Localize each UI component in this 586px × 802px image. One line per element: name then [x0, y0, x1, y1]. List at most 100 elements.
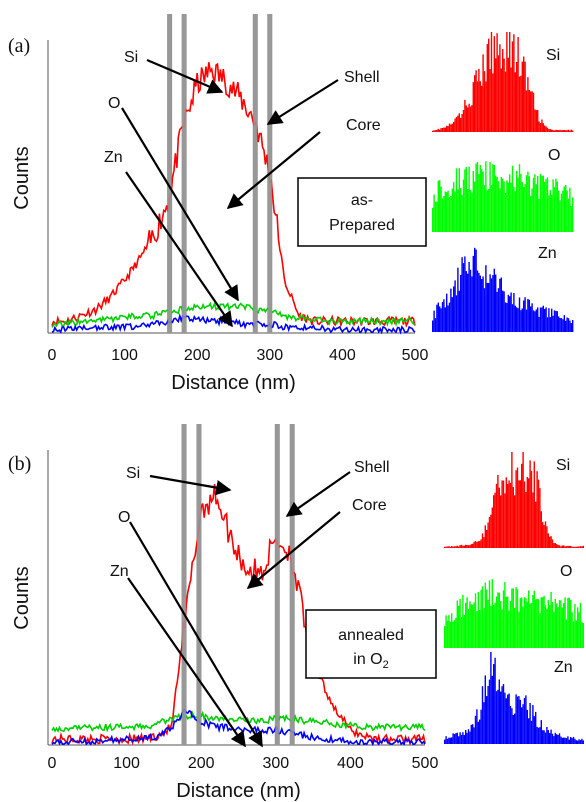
inset-bar [570, 129, 572, 132]
inset-bar [567, 318, 570, 332]
inset-bar [471, 105, 473, 132]
inset-bar [562, 129, 564, 132]
inset-bar [480, 589, 482, 648]
inset-bar [535, 711, 537, 744]
inset-bar [446, 738, 449, 744]
inset-bar [515, 587, 517, 648]
inset-bar [566, 190, 568, 232]
inset-bar [532, 177, 535, 232]
x-tick-label: 400 [337, 755, 364, 772]
inset-bar [445, 736, 447, 744]
inset-bar [516, 61, 518, 132]
inset-bar [516, 696, 519, 744]
inset-bar [432, 207, 434, 232]
inset-bar [559, 318, 561, 332]
inset-bar [453, 620, 456, 648]
inset-bar [448, 737, 450, 744]
inset-bar [517, 308, 519, 332]
inset-bar [473, 727, 475, 744]
inset-bar [530, 720, 533, 744]
x-tick-label: 500 [412, 755, 439, 772]
inset-bar [520, 310, 522, 332]
inset-bar [560, 600, 562, 648]
inset-bar [469, 731, 471, 744]
inset-bar [460, 117, 462, 132]
inset-bar [568, 546, 570, 548]
inset-label-zn: Zn [538, 245, 557, 262]
inset-bar [451, 123, 453, 132]
inset-bar [471, 276, 473, 332]
inset-bar [492, 275, 494, 332]
inset-bar [485, 265, 487, 332]
inset-zn: Zn [432, 245, 574, 332]
inset-bar [454, 191, 456, 232]
x-tick-label: 100 [111, 347, 138, 364]
inset-bar [526, 709, 528, 744]
inset-bar [558, 733, 561, 744]
inset-bar [557, 607, 559, 648]
inset-bar [569, 320, 571, 332]
inset-bar [495, 691, 498, 744]
inset-bar [535, 110, 537, 132]
inset-bar [553, 736, 555, 744]
inset-bar [441, 301, 444, 332]
inset-bar [512, 487, 514, 548]
inset-bar [489, 274, 491, 332]
y-axis-label: Counts [11, 566, 33, 629]
inset-bar [494, 657, 496, 744]
inset-bar [560, 193, 563, 232]
inset-bar [532, 310, 535, 332]
inset-bar [478, 68, 480, 132]
inset-bar [502, 290, 504, 332]
inset-bar [453, 286, 455, 332]
inset-bar [521, 182, 523, 232]
inset-bar [449, 546, 451, 548]
inset-bar [462, 110, 465, 132]
inset-bar [567, 129, 570, 132]
inset-bar [484, 582, 486, 648]
inset-bar [563, 315, 565, 332]
inset-bar [550, 591, 552, 648]
inset-bar [469, 106, 472, 132]
inset-bar [455, 733, 457, 744]
inset-bar [496, 291, 498, 332]
inset-bar [460, 188, 462, 232]
inset-bar [472, 171, 474, 232]
inset-bar [502, 590, 505, 648]
x-tick-label: 300 [262, 755, 289, 772]
inset-bar [536, 726, 538, 744]
annotation-arrow [125, 171, 233, 328]
inset-bar [455, 168, 458, 232]
inset-bar [488, 580, 491, 648]
condition-box [297, 177, 427, 247]
inset-bar [528, 176, 530, 232]
inset-bar [499, 278, 501, 332]
inset-bar [484, 525, 486, 548]
inset-bar [488, 38, 490, 132]
inset-bar [521, 597, 523, 648]
inset-bar [525, 598, 527, 648]
inset-bar [449, 621, 451, 648]
inset-bar [454, 118, 456, 132]
inset-bar [531, 91, 533, 132]
annotation-shell: Shell [344, 69, 380, 86]
inset-bar [459, 732, 461, 744]
inset-bar [562, 319, 564, 332]
inset-bar [468, 262, 470, 332]
inset-bar [559, 129, 561, 132]
inset-bar [504, 692, 506, 744]
inset-bar [578, 612, 580, 648]
inset-bar [563, 545, 565, 548]
inset-bar [456, 545, 458, 548]
inset-bar [519, 598, 521, 648]
inset-bar [493, 268, 495, 332]
inset-bar [499, 44, 501, 132]
inset-bar [472, 543, 474, 548]
series-line-zn [51, 708, 426, 747]
inset-bar [574, 738, 576, 744]
x-tick-label: 100 [113, 755, 140, 772]
inset-bar [458, 113, 460, 132]
inset-bar [539, 123, 542, 132]
inset-bar [572, 320, 574, 332]
